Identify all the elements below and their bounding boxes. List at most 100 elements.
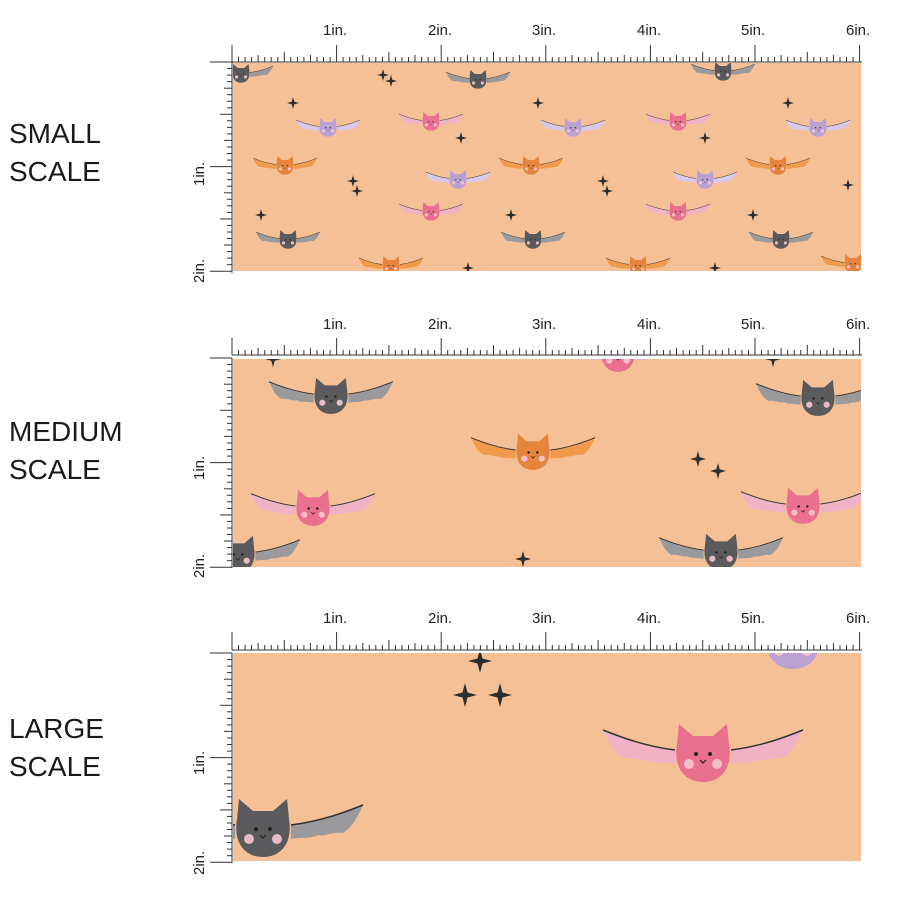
bat-orange: [820, 254, 861, 271]
large-scale-label: LARGE SCALE: [9, 710, 104, 786]
ruler-ticks: [210, 338, 862, 568]
bat-lilac: [540, 118, 606, 137]
ruler-top-label: 6in.: [846, 22, 870, 39]
bat-gray: [445, 70, 511, 89]
ruler-side-label: 2in.: [191, 259, 208, 283]
star-icon: [462, 262, 474, 271]
ruler-top-label: 2in.: [428, 316, 452, 333]
small-scale-label: SMALL SCALE: [9, 115, 101, 191]
ruler-side-label: 1in.: [191, 751, 208, 775]
bat-gray: [233, 64, 274, 83]
fabric-swatch-medium: [233, 359, 861, 567]
bat-orange: [358, 256, 424, 271]
ruler-side-label: 2in.: [191, 554, 208, 578]
ruler-side-label: 2in.: [191, 851, 208, 875]
ruler-top-labels: 1in. 2in. 3in. 4in. 5in. 6in.: [323, 316, 870, 333]
bat-orange: [605, 256, 671, 271]
star-icon: [699, 132, 711, 144]
bat-lilac: [425, 170, 491, 189]
bat-gray: [255, 230, 321, 249]
medium-scale-section: MEDIUM SCALE 1in. 2in. 3in. 4in. 5in. 6i…: [0, 296, 900, 591]
ruler-side-label: 1in.: [191, 456, 208, 480]
bat-lilac: [672, 170, 738, 189]
bat-pink: [398, 202, 464, 221]
fabric-swatch-small: [233, 63, 861, 271]
ruler-top-label: 5in.: [741, 22, 765, 39]
ruler-small: 1in. 2in. 3in. 4in. 5in. 6in. 1in. 2in.: [191, 22, 870, 283]
star-icon: [597, 175, 609, 187]
ruler-top-label: 5in.: [741, 610, 765, 627]
scale-label-line2: SCALE: [9, 454, 101, 485]
ruler-side-labels: 1in. 2in.: [191, 162, 208, 283]
scale-label-line1: SMALL: [9, 118, 101, 149]
ruler-ticks: [210, 45, 862, 273]
ruler-large: 1in. 2in. 3in. 4in. 5in. 6in. 1in. 2in.: [191, 610, 870, 875]
medium-scale-label: MEDIUM SCALE: [9, 413, 123, 489]
bat-lilac: [768, 653, 818, 669]
bat-lilac: [785, 118, 851, 137]
bat-gray: [500, 230, 566, 249]
ruler-top-label: 4in.: [637, 316, 661, 333]
bat-pink: [740, 487, 861, 524]
bat-gray: [268, 377, 394, 414]
bat-lilac: [295, 118, 361, 137]
scale-label-line1: MEDIUM: [9, 416, 123, 447]
bat-gray: [658, 533, 784, 567]
large-scale-section: LARGE SCALE 1in. 2in. 3in. 4in. 5in. 6in…: [0, 593, 900, 888]
star-icon: [710, 463, 726, 479]
fabric-swatch-large: [233, 653, 861, 861]
bat-gray: [755, 379, 861, 416]
star-icon: [468, 653, 492, 673]
scale-label-line2: SCALE: [9, 751, 101, 782]
star-icon: [265, 359, 281, 367]
ruler-top-labels: 1in. 2in. 3in. 4in. 5in. 6in.: [323, 610, 870, 627]
ruler-top-label: 4in.: [637, 22, 661, 39]
star-icon: [601, 185, 613, 197]
ruler-top-label: 6in.: [846, 610, 870, 627]
ruler-top-label: 3in.: [532, 610, 556, 627]
star-icon: [347, 175, 359, 187]
star-icon: [455, 132, 467, 144]
bat-pattern-large: [233, 653, 818, 857]
star-icon: [385, 75, 397, 87]
ruler-ticks: [210, 632, 862, 863]
star-icon: [255, 209, 267, 221]
ruler-top-label: 2in.: [428, 22, 452, 39]
ruler-top-label: 4in.: [637, 610, 661, 627]
bat-gray: [233, 535, 301, 567]
bat-orange: [252, 156, 318, 175]
ruler-top-labels: 1in. 2in. 3in. 4in. 5in. 6in.: [323, 22, 870, 39]
bat-pattern-small: [233, 63, 861, 271]
scale-label-line1: LARGE: [9, 713, 104, 744]
bat-orange: [498, 156, 564, 175]
ruler-top-label: 5in.: [741, 316, 765, 333]
bat-gray: [690, 63, 756, 81]
ruler-side-labels: 1in. 2in.: [191, 456, 208, 578]
star-icon: [488, 683, 512, 707]
bat-pink: [645, 112, 711, 131]
ruler-top-label: 3in.: [532, 22, 556, 39]
star-icon: [377, 69, 389, 81]
bat-orange: [745, 156, 811, 175]
ruler-top-label: 3in.: [532, 316, 556, 333]
star-icon: [505, 209, 517, 221]
star-icon: [747, 209, 759, 221]
bat-pattern-medium: [233, 359, 861, 567]
bat-gray: [233, 799, 364, 857]
star-icon: [709, 262, 721, 271]
star-icon: [532, 97, 544, 109]
ruler-medium: 1in. 2in. 3in. 4in. 5in. 6in. 1in. 2in.: [191, 316, 870, 578]
bat-pink: [602, 724, 804, 782]
ruler-top-label: 2in.: [428, 610, 452, 627]
small-scale-section: SMALL SCALE 1in. 2in. 3in. 4in. 5in. 6in…: [0, 0, 900, 295]
star-icon: [453, 683, 477, 707]
ruler-top-label: 1in.: [323, 316, 347, 333]
bat-pink: [645, 202, 711, 221]
bat-pink: [250, 489, 376, 526]
star-icon: [782, 97, 794, 109]
scale-label-line2: SCALE: [9, 156, 101, 187]
star-icon: [515, 551, 531, 567]
star-icon: [690, 451, 706, 467]
ruler-side-labels: 1in. 2in.: [191, 751, 208, 875]
ruler-top-label: 1in.: [323, 22, 347, 39]
